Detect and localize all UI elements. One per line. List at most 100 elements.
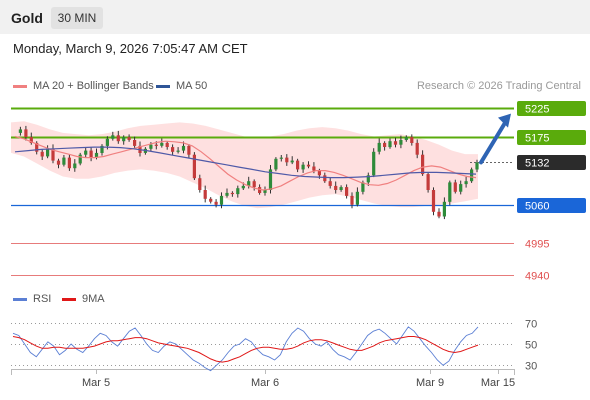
candle-body: [62, 157, 66, 165]
candle-body: [404, 137, 408, 140]
candle-body: [296, 160, 300, 170]
candle-body: [192, 154, 196, 179]
candle-body: [453, 182, 457, 192]
candle-body: [40, 151, 44, 157]
level-label-5132: 5132: [525, 158, 549, 170]
candle-body: [154, 144, 158, 146]
candle-body: [345, 187, 349, 196]
candle-body: [116, 135, 120, 142]
level-tag-5132: [517, 155, 586, 170]
candle-body: [377, 142, 381, 152]
candle-body: [46, 148, 50, 157]
candle-body: [73, 163, 77, 169]
candle-body: [24, 129, 28, 137]
candle-body: [35, 142, 39, 152]
candle-body: [258, 187, 262, 193]
x-tick-label: Mar 15: [481, 377, 515, 389]
candle-body: [306, 164, 311, 167]
level-label-4940: 4940: [525, 271, 549, 283]
candle-body: [51, 148, 55, 161]
candle-body: [274, 158, 278, 170]
candle-body: [105, 138, 109, 146]
candle-body: [241, 185, 245, 189]
candle-body: [149, 144, 153, 149]
candle-body: [317, 170, 321, 176]
candle-body: [89, 150, 93, 158]
candle-body: [111, 135, 115, 139]
x-tick-label: Mar 6: [251, 377, 279, 389]
rsi-ma-swatch: [62, 297, 76, 301]
ma20-label: MA 20 + Bollinger Bands: [33, 80, 154, 92]
level-tag-5060: [517, 198, 586, 213]
candle-body: [431, 190, 436, 212]
candle-body: [187, 145, 191, 155]
rsi-tick-50: 50: [525, 340, 537, 352]
rsi-tick-70: 70: [525, 319, 537, 331]
forecast-arrow-head: [498, 113, 511, 128]
candle-body: [301, 164, 305, 170]
candle-body: [399, 140, 403, 145]
legend-ma20: MA 20 + Bollinger Bands: [13, 80, 154, 92]
ma50-line: [14, 146, 477, 179]
x-tick-label: Mar 5: [82, 377, 110, 389]
candle-body: [84, 150, 88, 155]
candle-body: [285, 157, 289, 163]
rsi-swatch: [13, 297, 27, 301]
candle-body: [133, 140, 137, 146]
candle-body: [290, 160, 294, 163]
candle-body: [252, 181, 256, 188]
candle-body: [225, 192, 229, 196]
candle-body: [100, 145, 104, 153]
candle-body: [388, 141, 392, 148]
level-tag-5225: [517, 101, 586, 116]
candle-body: [198, 178, 202, 190]
candle-body: [203, 190, 207, 199]
candle-body: [415, 142, 419, 155]
candle-body: [236, 188, 240, 195]
rsi-label: RSI: [33, 293, 52, 305]
candle-body: [448, 182, 452, 202]
candle-body: [209, 198, 213, 202]
candle-body: [323, 175, 327, 182]
level-label-5060: 5060: [525, 201, 549, 213]
candle-body: [94, 152, 99, 158]
candle-body: [464, 181, 468, 185]
candle-body: [165, 142, 169, 147]
candle-body: [268, 169, 273, 190]
candle-body: [393, 141, 398, 145]
ma20-line: [14, 135, 477, 191]
timeframe-badge[interactable]: 30 MIN: [51, 7, 103, 29]
candle-body: [410, 137, 414, 143]
candle-body: [181, 145, 186, 151]
candle-body: [312, 166, 316, 171]
candle-body: [355, 191, 359, 205]
level-tag-5175: [517, 130, 586, 145]
candle-body: [56, 160, 61, 165]
candle-body: [171, 147, 175, 152]
ma50-swatch: [156, 84, 170, 88]
bollinger-band: [11, 121, 478, 209]
candle-body: [470, 169, 474, 182]
research-credit: Research © 2026 Trading Central: [416, 80, 581, 92]
level-label-4995: 4995: [525, 239, 549, 251]
candle-body: [176, 150, 180, 152]
candle-body: [78, 154, 82, 164]
candle-body: [372, 151, 376, 176]
level-label-5225: 5225: [525, 104, 549, 116]
candle-body: [219, 195, 224, 205]
candle-body: [421, 154, 425, 175]
candle-body: [247, 181, 251, 186]
candle-body: [263, 190, 267, 193]
level-label-5175: 5175: [525, 133, 549, 145]
candle-body: [18, 129, 22, 133]
candle-body: [361, 182, 365, 192]
forecast-arrow-shaft: [479, 117, 509, 165]
candle-body: [383, 142, 387, 147]
candle-body: [214, 201, 218, 205]
candle-body: [339, 187, 343, 190]
candle-body: [459, 184, 463, 192]
candle-body: [442, 201, 446, 217]
candle-body: [127, 137, 131, 140]
candle-body: [67, 157, 71, 169]
